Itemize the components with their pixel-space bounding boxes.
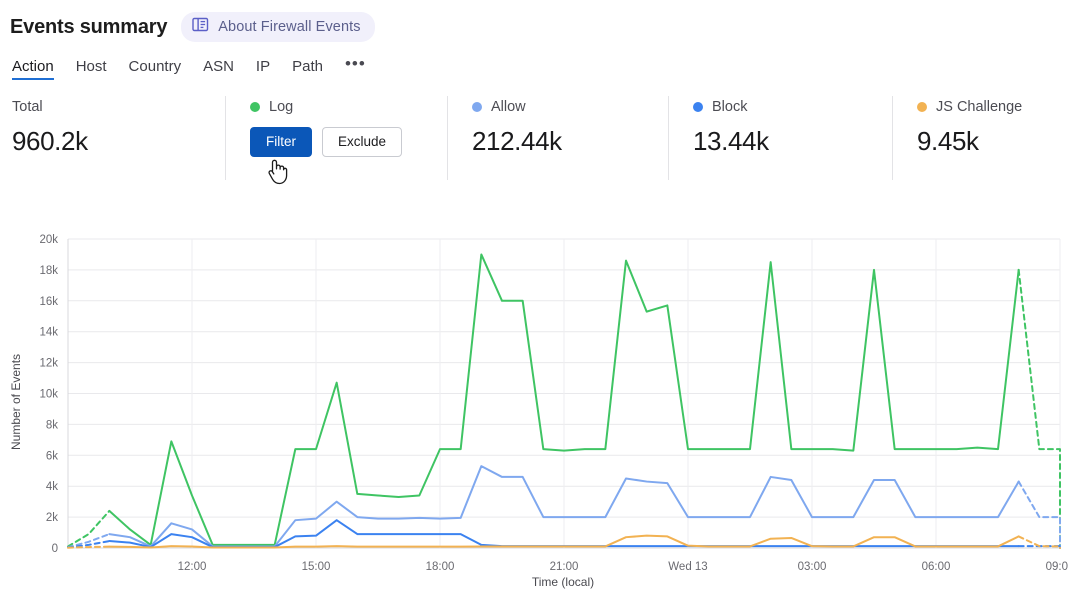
chart-x-axis-title: Time (local) (532, 575, 594, 589)
tab-country[interactable]: Country (128, 58, 182, 75)
x-tick-label: 06:00 (922, 561, 951, 573)
chart-gridlines (67, 238, 1061, 549)
events-timeseries-chart: 0 2k 4k 6k 8k 10k 12k 14k 16k 18k 20k 12:00 15:00 18… (0, 212, 1068, 598)
series-line-projected-js-challenge (1017, 535, 1061, 549)
tab-asn[interactable]: ASN (203, 58, 234, 75)
about-pill-label: About Firewall Events (218, 19, 361, 35)
stat-js-challenge-head: JS Challenge (917, 96, 1022, 118)
x-tick-label: 15:00 (302, 561, 331, 573)
y-tick-label: 2k (46, 512, 58, 524)
y-tick-label: 10k (39, 389, 58, 401)
stat-allow-head: Allow (472, 96, 650, 118)
tab-path[interactable]: Path (292, 58, 323, 75)
stat-block: Block 13.44k (668, 96, 892, 180)
y-tick-label: 6k (46, 450, 58, 462)
series-line-log (108, 253, 1020, 546)
stats-row: Total 960.2k Log Filter Exclude Allow 21… (0, 96, 1068, 180)
chart-series-lines (67, 253, 1061, 549)
x-tick-label: 03:00 (798, 561, 827, 573)
stat-total-head: Total (12, 96, 207, 118)
stat-log-head: Log (250, 96, 429, 118)
y-tick-label: 0 (52, 543, 58, 555)
tab-host[interactable]: Host (75, 58, 107, 75)
y-tick-label: 4k (46, 481, 58, 493)
x-tick-label: 18:00 (426, 561, 455, 573)
y-tick-label: 16k (39, 296, 58, 308)
exclude-button[interactable]: Exclude (322, 127, 403, 157)
stat-allow-value: 212.44k (472, 126, 562, 156)
dimension-tabs: Action Host Country ASN IP Path ••• (0, 50, 1068, 80)
stat-total: Total 960.2k (12, 96, 225, 180)
stat-total-label: Total (12, 99, 43, 115)
stat-js-challenge-value: 9.45k (917, 126, 979, 156)
series-line-projected-allow (1017, 480, 1061, 549)
y-tick-label: 12k (39, 358, 58, 370)
tab-ip[interactable]: IP (255, 58, 271, 75)
stat-log: Log Filter Exclude (225, 96, 447, 180)
filter-button[interactable]: Filter (250, 127, 312, 157)
series-line-js-challenge (108, 534, 1020, 549)
series-line-dashed-log (67, 509, 111, 548)
chart-svg[interactable]: 0 2k 4k 6k 8k 10k 12k 14k 16k 18k 20k 12:00 15:00 18… (0, 212, 1068, 598)
book-icon (192, 17, 209, 37)
series-line-projected-log (1017, 268, 1061, 549)
x-tick-label: 09:00 (1046, 561, 1068, 573)
allow-color-dot (472, 102, 482, 112)
log-action-buttons: Filter Exclude (250, 127, 429, 157)
tabs-overflow-menu-button[interactable]: ••• (344, 54, 366, 73)
y-tick-label: 8k (46, 419, 58, 431)
stat-allow: Allow 212.44k (447, 96, 668, 180)
x-tick-label: 12:00 (178, 561, 207, 573)
page-title: Events summary (10, 15, 168, 38)
chart-y-axis-title: Number of Events (9, 354, 23, 450)
about-firewall-events-button[interactable]: About Firewall Events (181, 12, 375, 42)
stat-allow-label: Allow (491, 99, 526, 115)
y-tick-label: 20k (39, 234, 58, 246)
block-color-dot (693, 102, 703, 112)
page-header: Events summary About Firewall Events (0, 0, 1068, 42)
chart-x-axis-labels: 12:00 15:00 18:00 21:00 Wed 13 03:00 06:00 09:0… (178, 561, 1068, 573)
stat-block-head: Block (693, 96, 874, 118)
stat-block-label: Block (712, 99, 748, 115)
series-line-dashed-allow (67, 533, 111, 549)
stat-log-label: Log (269, 99, 294, 115)
stat-total-value: 960.2k (12, 126, 88, 156)
series-line-dashed-block (67, 540, 111, 549)
stat-block-value: 13.44k (693, 126, 769, 156)
stat-js-challenge: JS Challenge 9.45k (892, 96, 1040, 180)
js-challenge-color-dot (917, 102, 927, 112)
tab-action[interactable]: Action (12, 58, 54, 80)
y-tick-label: 18k (39, 265, 58, 277)
series-line-dashed-js-challenge (67, 545, 111, 549)
stat-js-challenge-label: JS Challenge (936, 99, 1023, 115)
x-tick-label: 21:00 (550, 561, 579, 573)
y-tick-label: 14k (39, 327, 58, 339)
log-color-dot (250, 102, 260, 112)
x-tick-label: Wed 13 (668, 561, 707, 573)
chart-y-axis-labels: 0 2k 4k 6k 8k 10k 12k 14k 16k 18k 20k (39, 234, 58, 555)
